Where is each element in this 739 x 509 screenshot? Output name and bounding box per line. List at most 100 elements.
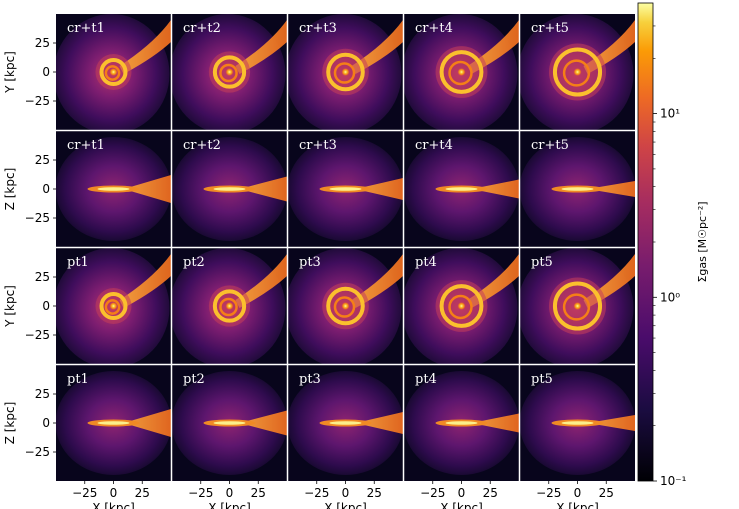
tidal-stream (123, 175, 171, 203)
tidal-stream (119, 20, 171, 74)
x-tick-label: 0 (458, 486, 466, 500)
panel: cr+t3 (288, 14, 403, 130)
core (573, 68, 582, 76)
x-tick-label: 0 (226, 486, 234, 500)
panel-label: cr+t3 (299, 21, 337, 36)
x-tick-label: 0 (110, 486, 118, 500)
panel: cr+t1 (56, 131, 171, 247)
midplane (561, 421, 594, 425)
y-tick-label: −25 (25, 328, 50, 342)
panel-label: pt3 (299, 372, 321, 387)
panel: pt4 (404, 365, 519, 481)
panel: cr+t4 (404, 14, 519, 130)
panel: cr+t5 (520, 131, 635, 247)
tidal-stream (235, 20, 287, 74)
panel-label: cr+t2 (183, 138, 221, 153)
colorbar-label: Σgas [M☉pc⁻²] (696, 201, 709, 282)
tidal-stream (235, 254, 287, 308)
x-tick-label: −25 (420, 486, 445, 500)
x-tick-label: 25 (483, 486, 498, 500)
spiral-ring (552, 281, 603, 331)
x-tick-label: 25 (251, 486, 266, 500)
colorbar-gradient (637, 2, 654, 482)
panel: pt5 (520, 365, 635, 481)
panel-label: cr+t2 (183, 21, 221, 36)
midplane (445, 187, 478, 191)
panel: pt5 (520, 248, 635, 364)
core (225, 302, 234, 310)
y-tick-label: −25 (25, 445, 50, 459)
spiral-ring (552, 47, 603, 97)
midplane (213, 187, 246, 191)
panel-label: cr+t1 (67, 138, 105, 153)
panel-label: pt1 (67, 372, 89, 387)
tidal-stream (471, 179, 519, 199)
panel: cr+t3 (288, 131, 403, 247)
midplane (561, 187, 594, 191)
y-tick-label: 25 (35, 270, 50, 284)
midplane (445, 421, 478, 425)
x-tick-label: −25 (536, 486, 561, 500)
y-tick-label: 25 (35, 387, 50, 401)
spiral-ring (99, 292, 128, 320)
y-tick-label: 0 (42, 416, 50, 430)
x-tick-label: −25 (304, 486, 329, 500)
x-tick-label: 25 (367, 486, 382, 500)
y-tick-label: 0 (42, 182, 50, 196)
panel-label: pt5 (531, 372, 553, 387)
y-tick-label: 25 (35, 153, 50, 167)
midplane (329, 187, 362, 191)
colorbar: 10¹ 10⁰ 10⁻¹ Σgas [M☉pc⁻²] (637, 2, 709, 488)
core (225, 68, 234, 76)
tidal-stream (587, 415, 635, 431)
panel: pt1 (56, 365, 171, 481)
panel-label: cr+t1 (67, 21, 105, 36)
x-axis-label: X [kpc] (324, 501, 367, 509)
core (341, 68, 350, 76)
x-tick-label: 25 (599, 486, 614, 500)
y-tick-label: −25 (25, 211, 50, 225)
panel: cr+t4 (404, 131, 519, 247)
spiral-ring (212, 55, 247, 89)
inner-arm (562, 59, 591, 87)
tidal-stream (471, 413, 519, 433)
inner-arm (104, 299, 121, 315)
core (341, 302, 350, 310)
x-axis-label: X [kpc] (556, 501, 599, 509)
inner-arm (104, 65, 121, 81)
inner-arm (219, 297, 238, 317)
panel-label: pt3 (299, 255, 321, 270)
tidal-stream (123, 409, 171, 437)
tidal-stream (355, 178, 403, 200)
x-axis-label: X [kpc] (92, 501, 135, 509)
inner-arm (333, 62, 356, 84)
x-axis-label: X [kpc] (440, 501, 483, 509)
y-axis-label: Z [kpc] (3, 402, 17, 445)
x-axis-label: X [kpc] (208, 501, 251, 509)
panel-label: pt2 (183, 255, 205, 270)
spiral-ring (99, 58, 128, 86)
core (573, 302, 582, 310)
panel-label: pt2 (183, 372, 205, 387)
spiral-ring (439, 284, 484, 328)
colorbar-tick-label: 10¹ (660, 107, 680, 121)
panel-label: cr+t4 (415, 138, 453, 153)
core (457, 302, 466, 310)
inner-arm (219, 63, 238, 83)
panel: pt2 (172, 248, 287, 364)
panel-label: cr+t4 (415, 21, 453, 36)
colorbar-tick-label: 10⁰ (660, 290, 680, 304)
core (457, 68, 466, 76)
x-tick-label: −25 (72, 486, 97, 500)
panel: cr+t2 (172, 131, 287, 247)
tidal-stream (587, 181, 635, 197)
x-tick-label: 0 (574, 486, 582, 500)
inner-arm (448, 294, 473, 320)
panel-label: pt1 (67, 255, 89, 270)
panel: pt1 (56, 248, 171, 364)
tidal-stream (239, 176, 287, 202)
y-axis-label: Y [kpc] (3, 285, 17, 328)
panel: pt3 (288, 365, 403, 481)
core (109, 68, 118, 76)
